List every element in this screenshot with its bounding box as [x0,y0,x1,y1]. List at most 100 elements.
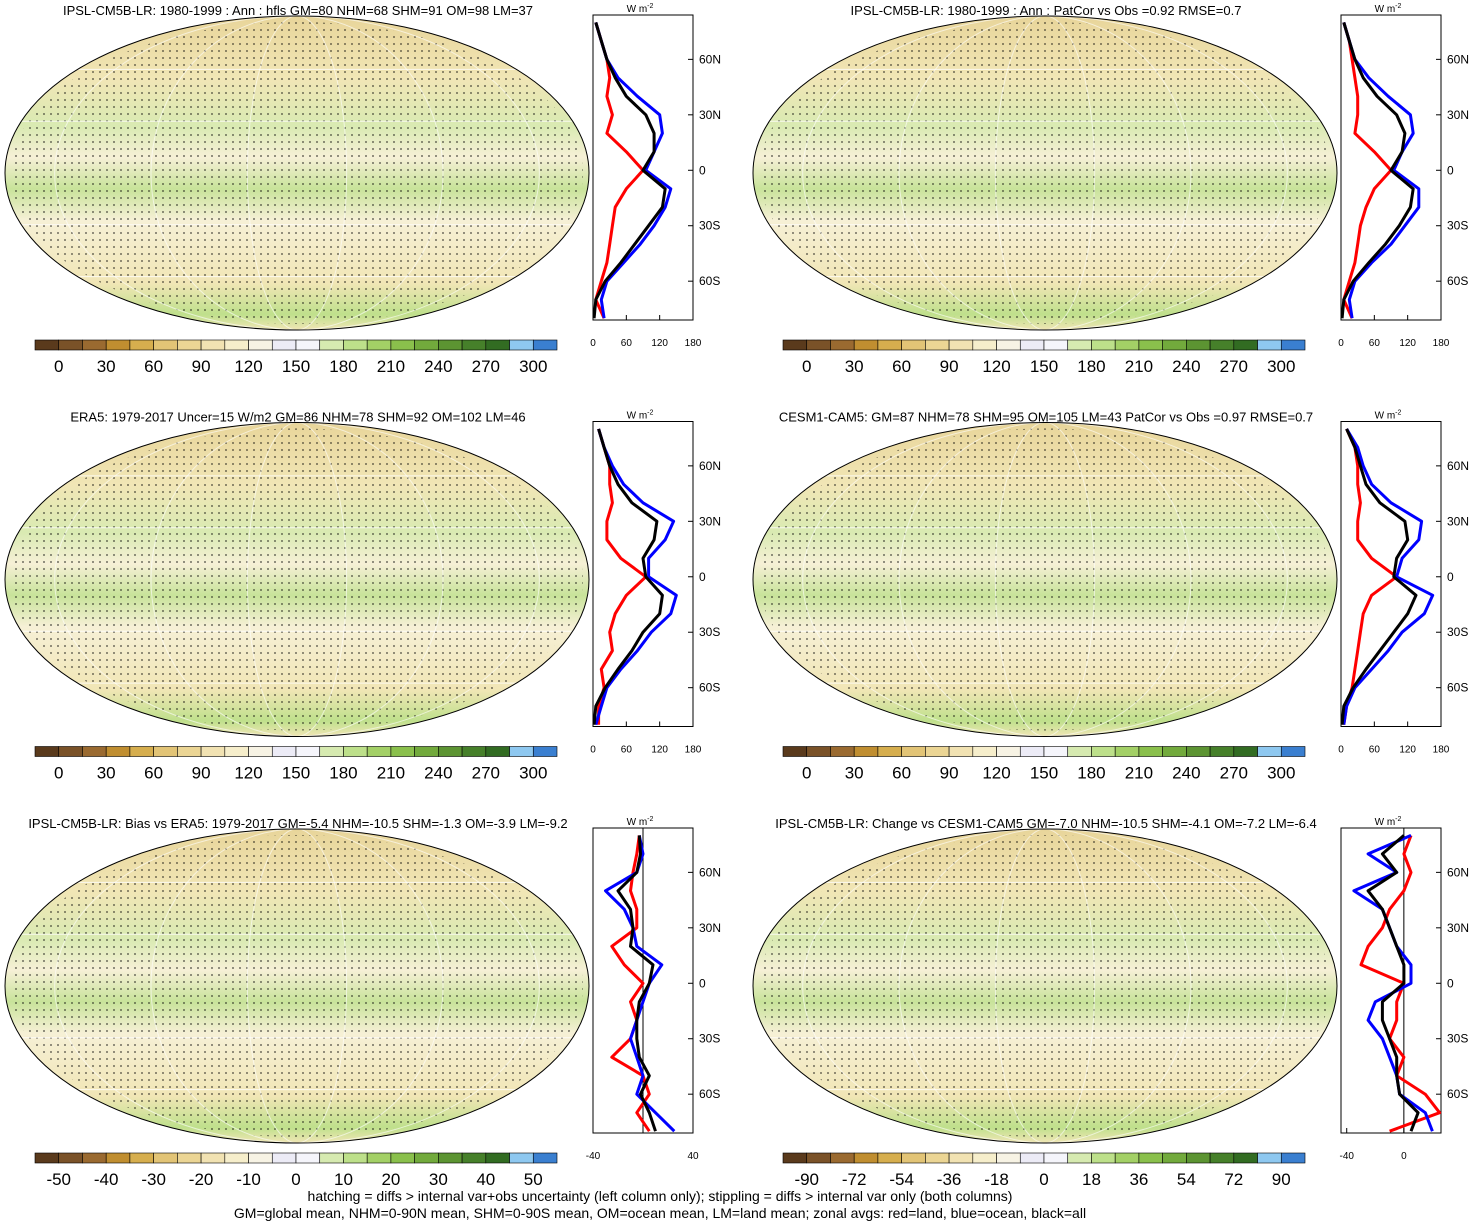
units: W m-2 [627,3,654,15]
colorbar-label: 90 [192,357,211,376]
colorbar-label: 120 [982,357,1010,376]
colorbar-box [948,1152,974,1164]
y-tick-label: 60S [1447,1087,1468,1101]
colorbar-box [996,746,1021,757]
colorbar-label: 0 [802,764,811,783]
map-outline [4,15,590,331]
colorbar-box [177,339,202,351]
y-tick-label: 30S [1447,1032,1468,1046]
x-tick-label: 180 [1433,745,1450,756]
colorbar-label: 240 [1172,357,1200,376]
colorbar-box [1209,746,1235,757]
y-tick-label: 30N [699,108,721,122]
x-tick-label: 180 [1433,338,1450,349]
panel-title: IPSL-CM5B-LR: 1980-1999 : Ann : hfls GM=… [63,3,533,18]
colorbar-label: 60 [144,357,163,376]
colorbar-box [414,746,439,757]
x-tick-label: 60 [1369,745,1381,756]
colorbar-label: 36 [1129,1170,1148,1189]
y-tick-label: 30S [1447,219,1468,233]
colorbar-label: 72 [1224,1170,1243,1189]
colorbar-box [782,746,808,757]
colorbar-box [1043,1152,1069,1164]
y-tick-label: 60N [1447,459,1469,473]
colorbar-label: 60 [892,764,911,783]
colorbar-label: 180 [329,357,357,376]
x-tick-label: 0 [1338,745,1344,756]
colorbar-label: -30 [141,1170,166,1189]
panel: CESM1-CAM5: GM=87 NHM=78 SHM=95 OM=105 L… [752,410,1469,783]
colorbar-box [948,339,974,351]
y-tick-label: 60N [1447,52,1469,66]
x-tick-label: 120 [1399,338,1416,349]
colorbar-box [438,1152,463,1164]
colorbar-box [1067,746,1092,757]
colorbar-box [853,1152,879,1164]
x-tick-label: 0 [1401,1151,1407,1162]
colorbar-box [34,746,60,757]
colorbar-box [996,339,1021,351]
colorbar-box [901,339,926,351]
x-tick-label: -40 [1339,1151,1354,1162]
colorbar-box [177,746,202,757]
colorbar-box [200,339,226,351]
zonal-line [1366,834,1420,1132]
colorbar-box [1043,339,1069,351]
colorbar-box [343,746,368,757]
colorbar-label: 240 [424,357,452,376]
colorbar-box [532,339,558,351]
units: W m-2 [627,816,654,828]
colorbar-box [319,1152,344,1164]
colorbar-label: 0 [54,764,63,783]
colorbar-label: 120 [982,764,1010,783]
colorbar-box [271,339,297,351]
colorbar-box [105,746,131,757]
colorbar-box [295,1152,321,1164]
units-text: W m [627,817,648,828]
x-tick-label: 180 [685,745,702,756]
colorbar-box [782,1152,808,1164]
colorbar-label: -50 [46,1170,71,1189]
colorbar-label: -20 [189,1170,214,1189]
x-tick-label: 120 [651,745,668,756]
panel-title: IPSL-CM5B-LR: Change vs CESM1-CAM5 GM=-7… [775,816,1317,831]
y-tick-label: 0 [1447,163,1454,177]
units-exponent: -2 [647,816,653,823]
colorbar-label: 120 [234,764,262,783]
zonal-line [1342,428,1435,725]
colorbar-box [438,746,463,757]
colorbar-box [972,1152,997,1164]
units: W m-2 [627,410,654,422]
units: W m-2 [1375,816,1402,828]
units-text: W m [1375,4,1396,15]
x-tick-label: 180 [685,338,702,349]
colorbar-box [485,339,510,351]
zonal-line [594,428,678,726]
colorbar-label: 270 [1220,357,1248,376]
map-outline [752,828,1338,1144]
colorbar-box [509,746,534,757]
units-text: W m [627,4,648,15]
colorbar-box [485,1152,510,1164]
colorbar-label: -40 [94,1170,119,1189]
map-outline [4,422,590,737]
colorbar-box [295,746,321,757]
colorbar-box [414,1152,439,1164]
panel: IPSL-CM5B-LR: Change vs CESM1-CAM5 GM=-7… [752,816,1469,1189]
colorbar-box [1138,339,1163,351]
map-stipple [759,428,1331,731]
y-tick-label: 30S [699,625,720,639]
y-tick-label: 60N [699,865,721,879]
colorbar-label: 210 [1125,357,1153,376]
colorbar-box [319,746,344,757]
colorbar-label: 50 [524,1170,543,1189]
colorbar-box [1114,339,1140,351]
colorbar-box [248,746,273,757]
colorbar-box [1280,339,1306,351]
y-tick-label: 0 [1447,976,1454,990]
colorbar-label: -10 [236,1170,261,1189]
y-tick-label: 60N [699,52,721,66]
x-tick-label: 60 [1369,338,1381,349]
colorbar-box [129,339,154,351]
